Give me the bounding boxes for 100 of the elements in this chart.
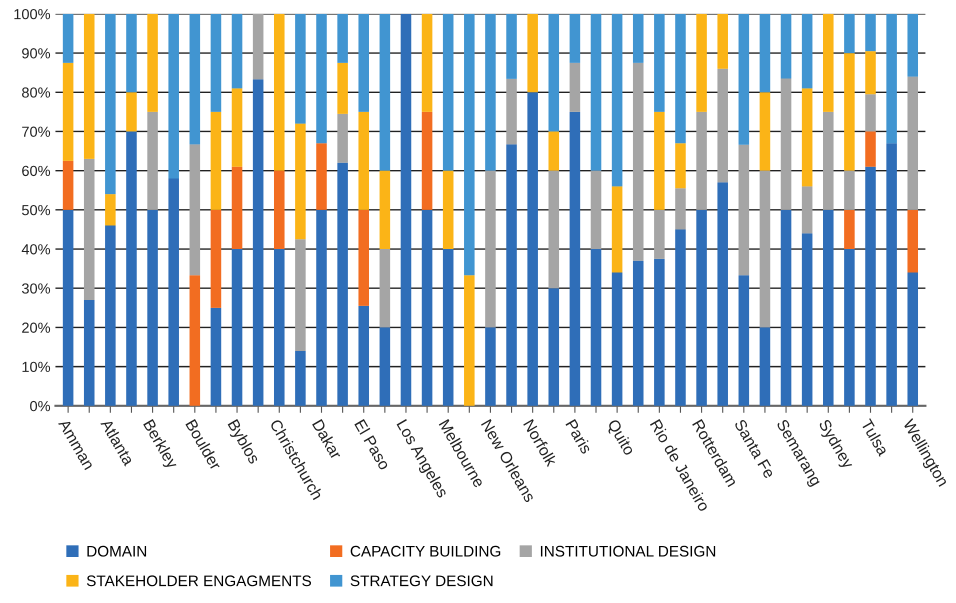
bar bbox=[126, 131, 137, 406]
bar bbox=[760, 14, 770, 92]
bar bbox=[738, 14, 750, 145]
bar bbox=[907, 272, 918, 406]
bar bbox=[485, 14, 496, 171]
bar bbox=[400, 14, 412, 406]
bar bbox=[105, 14, 116, 194]
bar bbox=[337, 14, 348, 63]
bar bbox=[632, 260, 644, 406]
bar bbox=[760, 92, 770, 171]
bar bbox=[823, 210, 834, 406]
bar bbox=[844, 210, 855, 250]
bar bbox=[675, 143, 686, 188]
bar bbox=[570, 14, 580, 63]
bar bbox=[62, 62, 74, 161]
bar bbox=[886, 14, 897, 144]
bar bbox=[84, 158, 95, 300]
bar bbox=[632, 14, 644, 63]
bar bbox=[422, 112, 432, 210]
bar bbox=[190, 275, 200, 406]
bar bbox=[696, 112, 707, 210]
y-tick-label: 50% bbox=[22, 204, 50, 216]
bar bbox=[527, 92, 538, 406]
bar bbox=[295, 124, 306, 240]
legend-label: INSTITUTIONAL DESIGN bbox=[540, 546, 716, 557]
bar bbox=[358, 112, 370, 210]
bar bbox=[316, 14, 327, 144]
bar bbox=[654, 112, 665, 210]
legend-label: STRATEGY DESIGN bbox=[350, 575, 492, 586]
bar bbox=[190, 14, 200, 144]
bar bbox=[696, 14, 707, 112]
bar bbox=[210, 210, 222, 308]
bar bbox=[717, 68, 728, 182]
bar bbox=[844, 170, 855, 210]
bar bbox=[506, 78, 517, 144]
bar bbox=[442, 249, 454, 406]
bar bbox=[337, 162, 348, 406]
y-tick-label: 0% bbox=[30, 400, 50, 412]
bar bbox=[886, 143, 897, 406]
bar bbox=[717, 14, 728, 69]
y-tick-label: 30% bbox=[22, 283, 50, 294]
bar bbox=[232, 166, 242, 250]
bar bbox=[590, 14, 602, 171]
bar bbox=[760, 327, 770, 406]
bar bbox=[316, 143, 327, 210]
bar bbox=[147, 210, 158, 406]
bar bbox=[380, 14, 390, 171]
bar bbox=[126, 92, 137, 132]
bar bbox=[612, 14, 622, 186]
bar bbox=[380, 249, 390, 328]
bar bbox=[844, 249, 855, 406]
bar bbox=[654, 210, 665, 259]
bar bbox=[295, 14, 306, 124]
bar bbox=[865, 14, 876, 52]
bar bbox=[380, 327, 390, 406]
bar bbox=[654, 258, 665, 406]
bar bbox=[252, 14, 264, 80]
bar bbox=[632, 62, 644, 261]
legend-label: CAPACITY BUILDING bbox=[350, 546, 500, 557]
legend-label: DOMAIN bbox=[87, 546, 146, 557]
bar bbox=[464, 275, 475, 406]
bar bbox=[295, 350, 306, 406]
bar bbox=[654, 14, 665, 112]
bar bbox=[844, 53, 855, 171]
bar bbox=[865, 166, 876, 406]
y-tick-label: 90% bbox=[22, 48, 50, 58]
bar bbox=[337, 62, 348, 114]
bar bbox=[548, 14, 560, 132]
bar bbox=[865, 51, 876, 94]
bar bbox=[126, 14, 137, 92]
bar bbox=[696, 210, 707, 406]
bar bbox=[422, 210, 432, 406]
bar bbox=[506, 144, 517, 406]
bar bbox=[232, 249, 242, 406]
y-tick-label: 40% bbox=[22, 244, 50, 254]
bar bbox=[358, 14, 370, 112]
bar bbox=[62, 210, 74, 406]
bar bbox=[548, 131, 560, 171]
bar bbox=[907, 210, 918, 273]
bar bbox=[84, 14, 95, 159]
bar bbox=[612, 186, 622, 273]
bar bbox=[464, 14, 475, 276]
bar bbox=[442, 14, 454, 171]
bar bbox=[380, 170, 390, 250]
bar bbox=[760, 170, 770, 328]
bar bbox=[168, 178, 179, 406]
bar bbox=[232, 88, 242, 167]
bar bbox=[738, 275, 750, 406]
bar bbox=[232, 14, 242, 88]
y-tick-label: 10% bbox=[22, 362, 50, 372]
bar bbox=[865, 94, 876, 132]
bar bbox=[780, 210, 792, 406]
bar bbox=[105, 226, 116, 406]
bar bbox=[358, 306, 370, 406]
bar bbox=[527, 14, 538, 92]
bar bbox=[190, 144, 200, 276]
bar bbox=[802, 186, 812, 234]
y-tick-label: 100% bbox=[14, 8, 50, 20]
bar bbox=[738, 144, 750, 276]
bar bbox=[675, 229, 686, 406]
